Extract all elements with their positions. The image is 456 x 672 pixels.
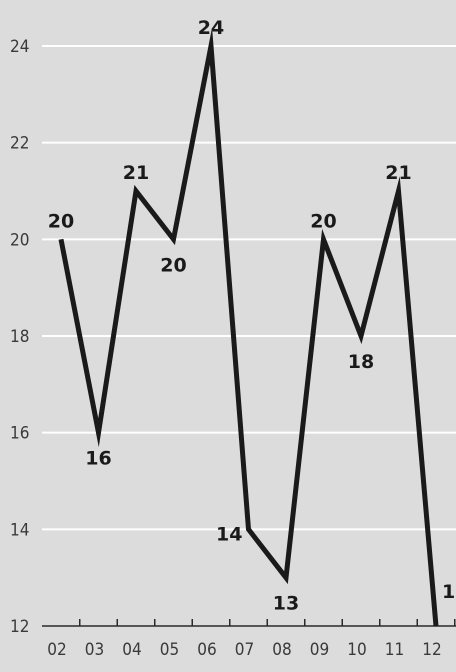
data-label: 24: [198, 17, 224, 39]
x-tick-label: 06: [197, 640, 216, 660]
data-label: 21: [123, 162, 149, 184]
data-label: 20: [160, 254, 186, 276]
data-label: 18: [348, 351, 374, 373]
y-tick-label: 14: [10, 520, 29, 540]
x-tick-label: 03: [85, 640, 104, 660]
x-tick-label: 05: [160, 640, 179, 660]
data-label: 16: [85, 448, 111, 470]
data-label: 20: [48, 210, 74, 232]
x-tick-label: 04: [122, 640, 141, 660]
y-tick-label: 16: [10, 424, 29, 444]
data-label: 21: [385, 162, 411, 184]
x-tick-label: 10: [347, 640, 366, 660]
x-tick-label: 07: [235, 640, 254, 660]
x-tick-label: 09: [310, 640, 329, 660]
y-tick-label: 24: [10, 37, 29, 57]
x-tick-label: 11: [385, 640, 404, 660]
data-label: 14: [216, 523, 242, 545]
y-tick-label: 12: [10, 617, 29, 637]
x-tick-label: 12: [422, 640, 441, 660]
y-tick-label: 22: [10, 134, 29, 154]
data-label: 13: [273, 593, 299, 615]
x-tick-label: 02: [47, 640, 66, 660]
x-tick-label: 08: [272, 640, 291, 660]
y-tick-label: 20: [10, 230, 29, 250]
data-label: 12: [442, 581, 456, 603]
data-label: 20: [310, 210, 336, 232]
y-tick-label: 18: [10, 327, 29, 347]
